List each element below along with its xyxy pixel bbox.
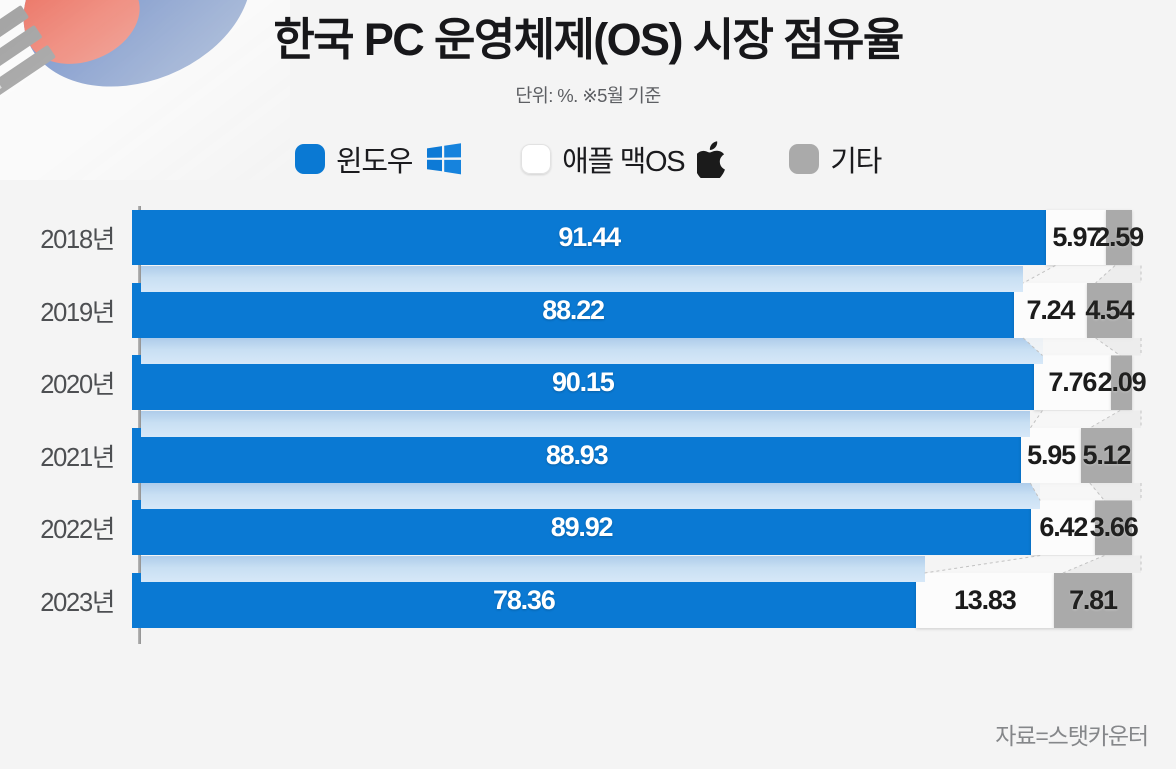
- bar-row-year-label: 2019년: [40, 298, 115, 327]
- bar-segment-macos: 13.83: [915, 572, 1054, 628]
- bar-row: 2023년 78.36 13.83 7.81: [26, 570, 1150, 630]
- bar-gap-band: [141, 410, 1031, 437]
- bar-segment-macos: 7.76: [1033, 355, 1112, 411]
- bar-track: 88.22 7.24 4.54: [132, 282, 1150, 338]
- bar-segment-macos: 6.42: [1031, 500, 1096, 556]
- bar-segment-value: 7.81: [1069, 584, 1118, 615]
- bar-track: 91.44 5.97 2.59: [132, 210, 1150, 266]
- bar-segment-value: 89.92: [550, 512, 614, 543]
- bar-segment-windows: 78.36: [132, 572, 916, 628]
- bar-gap-band: [141, 483, 1041, 510]
- legend-label-other: 기타: [830, 145, 882, 178]
- bar-segment-value: 90.15: [551, 367, 615, 398]
- chart-subtitle: 단위: %. ※5월 기준: [515, 84, 661, 106]
- bar-segment-value: 7.76: [1048, 367, 1097, 398]
- bar-segment-value: 5.97: [1052, 222, 1101, 253]
- stacked-bar-chart: 2018년 91.44 5.97 2.59 2019년 88.22 7.24 4.54 2020…: [26, 205, 1150, 646]
- bar-segment-value: 3.66: [1089, 512, 1139, 543]
- bar-row: 2020년 90.15 7.76 2.09: [26, 353, 1150, 413]
- bar-segment-other: 4.54: [1085, 282, 1134, 338]
- chart-source: 자료=스탯카운터: [995, 723, 1149, 749]
- bar-segment-windows: 91.44: [132, 210, 1047, 266]
- bar-segment-other: 7.81: [1053, 572, 1132, 628]
- bar-row-year-label: 2021년: [40, 443, 115, 472]
- bar-row: 2019년 88.22 7.24 4.54: [26, 280, 1150, 340]
- bar-segment-value: 5.12: [1082, 439, 1132, 470]
- chart-legend: 윈도우 애플 맥OS 기타: [0, 138, 1176, 180]
- bar-segment-value: 2.59: [1095, 222, 1144, 253]
- bar-row-year-label: 2018년: [40, 226, 115, 255]
- bar-segment-value: 13.83: [953, 584, 1017, 615]
- bar-row-year-label: 2023년: [40, 588, 115, 617]
- bar-segment-other: 2.59: [1095, 210, 1144, 266]
- legend-swatch-macos: [521, 143, 552, 174]
- bar-segment-value: 78.36: [493, 584, 556, 615]
- page-title: 한국 PC 운영체제(OS) 시장 점유율: [273, 14, 904, 65]
- chart-area: 2018년 91.44 5.97 2.59 2019년 88.22 7.24 4.54 2020…: [0, 205, 1176, 646]
- bar-row: 2018년 91.44 5.97 2.59: [26, 208, 1150, 268]
- bar-segment-macos: 5.97: [1046, 210, 1107, 266]
- bar-gap-band: [141, 338, 1043, 365]
- chart-header: 한국 PC 운영체제(OS) 시장 점유율 단위: %. ※5월 기준: [0, 0, 1176, 108]
- bar-segment-value: 6.42: [1039, 512, 1088, 543]
- legend-item-windows: 윈도우: [294, 138, 463, 180]
- bar-track: 89.92 6.42 3.66: [132, 500, 1150, 556]
- bar-row-year-label: 2022년: [40, 516, 115, 545]
- bar-segment-value: 7.24: [1026, 294, 1076, 325]
- bar-row: 2022년 89.92 6.42 3.66: [26, 498, 1150, 558]
- legend-label-macos: 애플 맥OS: [562, 145, 686, 178]
- bar-segment-value: 88.93: [545, 439, 609, 470]
- legend-swatch-other: [789, 143, 820, 174]
- bar-track: 78.36 13.83 7.81: [132, 572, 1150, 628]
- bar-segment-other: 2.09: [1098, 355, 1147, 411]
- bar-row-year-label: 2020년: [40, 371, 115, 400]
- legend-swatch-windows: [294, 143, 325, 174]
- bar-gap-band: [141, 555, 925, 582]
- bar-segment-value: 2.09: [1097, 367, 1147, 398]
- bar-track: 90.15 7.76 2.09: [132, 355, 1150, 411]
- bar-segment-windows: 88.22: [132, 282, 1015, 338]
- bar-gap-band: [141, 265, 1024, 292]
- y-axis-line: [138, 205, 141, 644]
- bar-segment-other: 3.66: [1090, 500, 1139, 556]
- legend-label-windows: 윈도우: [335, 145, 413, 178]
- bar-row: 2021년 88.93 5.95 5.12: [26, 425, 1150, 485]
- legend-item-other: 기타: [789, 138, 882, 180]
- bar-segment-windows: 90.15: [132, 355, 1034, 411]
- bar-segment-macos: 7.24: [1014, 282, 1087, 338]
- bar-segment-value: 88.22: [542, 294, 605, 325]
- bar-segment-value: 5.95: [1027, 439, 1076, 470]
- bar-segment-other: 5.12: [1080, 427, 1132, 483]
- bar-segment-value: 4.54: [1085, 294, 1134, 325]
- bar-segment-windows: 88.93: [132, 427, 1022, 483]
- legend-item-macos: 애플 맥OS: [521, 138, 731, 180]
- bar-track: 88.93 5.95 5.12: [132, 427, 1150, 483]
- apple-logo-icon: [697, 140, 731, 178]
- bar-segment-value: 91.44: [558, 222, 621, 253]
- bar-segment-windows: 89.92: [132, 500, 1032, 556]
- bar-segment-macos: 5.95: [1021, 427, 1081, 483]
- windows-logo-icon: [425, 141, 463, 177]
